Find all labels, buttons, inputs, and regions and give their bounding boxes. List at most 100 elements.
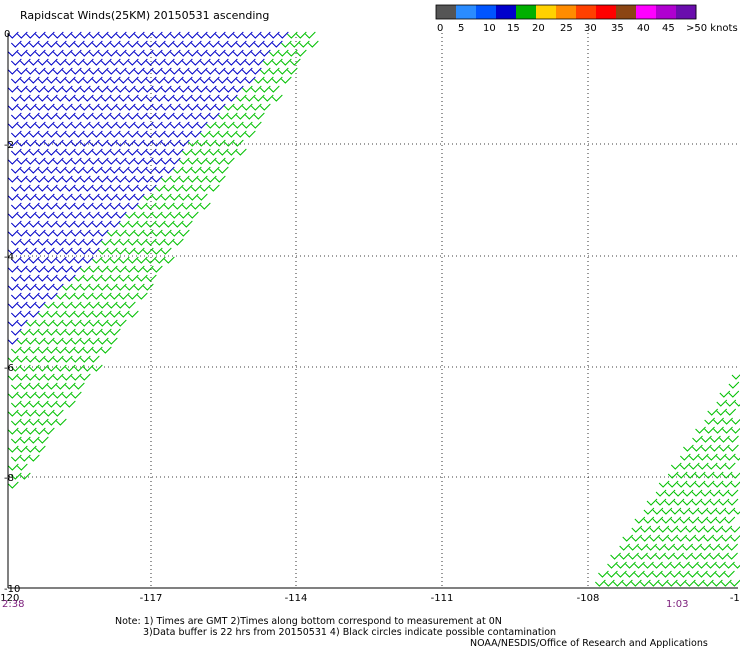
- wind-barb: [223, 157, 235, 165]
- wind-barb: [61, 67, 73, 75]
- wind-barb: [151, 121, 163, 129]
- wind-barb: [713, 426, 724, 434]
- wind-barb: [19, 94, 31, 102]
- wind-barb: [88, 175, 100, 183]
- wind-barb: [79, 49, 91, 57]
- wind-barb: [70, 247, 82, 255]
- wind-barb: [10, 292, 22, 300]
- wind-barb: [142, 49, 154, 57]
- wind-barb: [196, 103, 208, 111]
- wind-barb: [250, 67, 262, 75]
- wind-barb: [55, 274, 67, 282]
- wind-barb: [91, 148, 103, 156]
- wind-barb: [109, 112, 121, 120]
- wind-barb: [670, 507, 682, 515]
- wind-barb: [10, 364, 22, 372]
- wind-barb: [19, 436, 31, 444]
- wind-barb: [667, 480, 679, 488]
- wind-barb: [16, 427, 28, 435]
- wind-barb: [703, 525, 715, 533]
- wind-barb: [55, 220, 67, 228]
- wind-barb: [106, 283, 118, 291]
- wind-barb: [28, 256, 40, 264]
- wind-barb: [244, 130, 256, 138]
- wind-barb: [7, 337, 19, 345]
- wind-barb: [106, 121, 118, 129]
- wind-barb: [706, 516, 718, 524]
- wind-barb: [43, 319, 55, 327]
- wind-barb: [223, 31, 235, 39]
- wind-barb: [37, 58, 49, 66]
- wind-barb: [208, 112, 220, 120]
- wind-barb: [43, 85, 55, 93]
- wind-barb: [73, 112, 85, 120]
- wind-barb: [127, 274, 139, 282]
- wind-barb: [205, 103, 217, 111]
- wind-barb: [79, 103, 91, 111]
- wind-barb: [34, 445, 46, 453]
- wind-barb: [52, 283, 64, 291]
- wind-barb: [728, 444, 739, 452]
- wind-barb: [154, 184, 166, 192]
- wind-barb: [208, 76, 220, 84]
- wind-barb: [205, 121, 217, 129]
- wind-barb: [37, 328, 49, 336]
- wind-barb: [718, 489, 730, 497]
- wind-barb: [34, 139, 46, 147]
- wind-barb: [19, 292, 31, 300]
- wind-barb: [28, 202, 40, 210]
- wind-barb: [64, 346, 76, 354]
- wind-barb: [721, 534, 733, 542]
- wind-barb: [673, 498, 685, 506]
- colorbar-swatch: [496, 5, 517, 19]
- wind-barb: [232, 49, 244, 57]
- wind-barb: [169, 49, 181, 57]
- wind-barb: [145, 94, 157, 102]
- wind-barb: [136, 220, 148, 228]
- wind-barb: [664, 489, 676, 497]
- wind-barb: [716, 408, 728, 416]
- wind-barb: [262, 40, 274, 48]
- wind-barb: [187, 175, 199, 183]
- wind-barb: [163, 130, 175, 138]
- wind-barb: [199, 130, 211, 138]
- wind-barb: [91, 238, 103, 246]
- wind-barb: [19, 310, 31, 318]
- wind-barb: [169, 175, 181, 183]
- wind-barb: [79, 265, 91, 273]
- wind-barb: [136, 166, 148, 174]
- wind-barb: [91, 292, 103, 300]
- wind-barb: [46, 220, 58, 228]
- wind-barb: [223, 103, 235, 111]
- wind-barb: [685, 480, 697, 488]
- wind-barb: [70, 229, 82, 237]
- wind-barb: [10, 436, 22, 444]
- wind-barb: [52, 301, 64, 309]
- wind-barb: [268, 67, 280, 75]
- wind-barb: [235, 94, 247, 102]
- wind-barb: [715, 570, 726, 578]
- wind-barb: [241, 49, 253, 57]
- wind-barb: [719, 390, 731, 398]
- wind-barb: [727, 498, 739, 506]
- wind-barb: [73, 202, 85, 210]
- wind-barb: [82, 274, 94, 282]
- wind-barb: [178, 67, 190, 75]
- lon-tick-label: -114: [285, 593, 308, 604]
- wind-barb: [100, 58, 112, 66]
- wind-barb: [289, 40, 301, 48]
- wind-barb: [163, 184, 175, 192]
- wind-barb: [214, 121, 226, 129]
- wind-barb: [253, 112, 265, 120]
- wind-barb: [109, 292, 121, 300]
- wind-barb: [124, 265, 136, 273]
- wind-barb: [142, 247, 154, 255]
- wind-barb: [7, 463, 19, 471]
- wind-barb: [61, 175, 73, 183]
- wind-barb: [106, 247, 118, 255]
- wind-barb: [196, 121, 208, 129]
- wind-barb: [55, 94, 67, 102]
- wind-barb: [640, 579, 651, 587]
- wind-barb: [64, 238, 76, 246]
- wind-barb: [82, 76, 94, 84]
